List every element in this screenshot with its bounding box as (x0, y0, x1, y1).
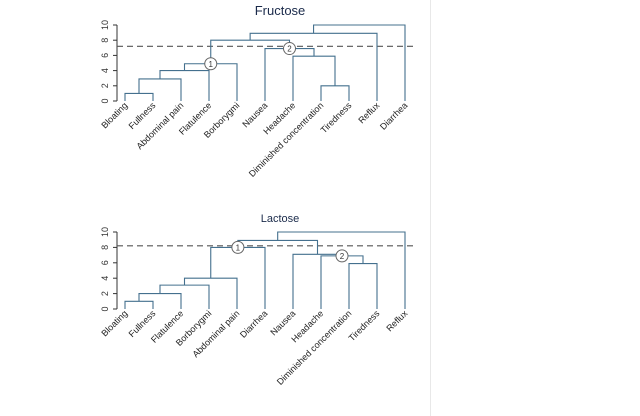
y-tick-label: 0 (100, 306, 110, 311)
y-tick-label: 0 (100, 98, 110, 103)
dendrogram-link (159, 284, 210, 309)
leaf-label: Bloating (99, 100, 129, 130)
y-tick-label: 4 (100, 276, 110, 281)
cluster-marker (335, 249, 349, 263)
y-tick-label: 10 (100, 20, 110, 30)
y-tick-label: 6 (100, 260, 110, 265)
dendrogram-panel-1: Lactose0246810BloatingFullnessFlatulence… (99, 213, 414, 387)
y-tick-label: 8 (100, 38, 110, 43)
y-tick-label: 4 (100, 68, 110, 73)
dendrogram-link (320, 85, 350, 101)
y-tick-label: 2 (100, 291, 110, 296)
dendrogram-link (277, 231, 406, 309)
dendrogram-link (138, 78, 182, 101)
cluster-marker-label: 1 (236, 243, 241, 252)
dendrogram-link (183, 277, 238, 309)
y-tick-label: 2 (100, 83, 110, 88)
cluster-marker (231, 240, 245, 254)
y-tick-label: 10 (100, 227, 110, 237)
leaf-label: Tiredness (347, 308, 382, 343)
leaf-label: Diarrhea (378, 100, 409, 131)
dendrogram-link (124, 92, 154, 101)
cluster-marker-label: 1 (209, 60, 214, 69)
chart-title: Fructose (255, 3, 306, 18)
leaf-label: Reflux (356, 100, 381, 125)
leaf-label: Tiredness (319, 100, 354, 135)
dendrogram-link (124, 300, 154, 309)
dendrogram-link (249, 32, 378, 101)
cluster-marker-label: 2 (287, 45, 292, 54)
leaf-label: Reflux (384, 308, 409, 333)
cluster-marker-label: 2 (340, 252, 345, 261)
leaf-label: Diarrhea (238, 308, 269, 339)
dendrogram-link (210, 39, 291, 64)
dendrogram-link (292, 253, 343, 309)
y-tick-label: 6 (100, 53, 110, 58)
cluster-marker (204, 57, 218, 71)
dendrogram-link (348, 263, 378, 309)
cluster-marker (283, 42, 296, 56)
dendrogram-link (159, 70, 210, 101)
dendrogram-link (313, 24, 406, 101)
dendrogram-link (292, 55, 336, 101)
dendrogram-panel-0: Fructose0246810BloatingFullnessAbdominal… (99, 3, 414, 179)
y-tick-label: 8 (100, 245, 110, 250)
chart-title: Lactose (261, 213, 300, 225)
leaf-label: Bloating (99, 308, 129, 338)
blank-side-panel (430, 0, 640, 416)
